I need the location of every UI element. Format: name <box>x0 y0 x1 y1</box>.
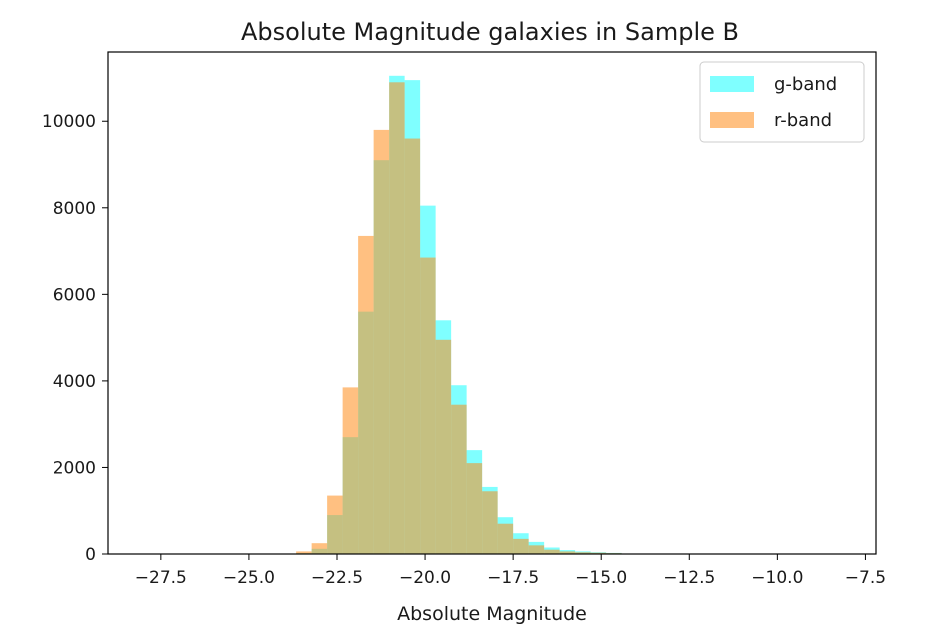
x-tick-label: −27.5 <box>135 568 187 588</box>
x-tick-label: −15.0 <box>575 568 627 588</box>
bar-r-band-11 <box>296 551 312 554</box>
x-tick-label: −22.5 <box>311 568 363 588</box>
bar-r-band-17 <box>389 82 405 555</box>
bar-r-band-15 <box>358 235 374 554</box>
bar-r-band-14 <box>342 387 359 554</box>
series-r-band <box>296 82 638 555</box>
bar-r-band-23 <box>482 491 498 554</box>
bar-r-band-20 <box>435 339 452 554</box>
bar-r-band-27 <box>544 549 560 554</box>
legend: g-band r-band <box>699 61 865 143</box>
histogram-bars <box>296 75 638 555</box>
y-tick-label: 4000 <box>53 372 96 392</box>
y-axis-ticks: 0 2000 4000 6000 8000 10000 <box>42 112 108 565</box>
y-tick-label: 0 <box>85 545 96 565</box>
x-axis-label: Absolute Magnitude <box>397 603 587 625</box>
bar-r-band-21 <box>451 404 467 554</box>
bar-r-band-16 <box>373 129 390 554</box>
bar-r-band-19 <box>420 257 436 554</box>
plot-frame <box>107 51 877 555</box>
legend-label-g-band: g-band <box>774 74 837 95</box>
bar-r-band-29 <box>575 552 591 554</box>
x-tick-label: −25.0 <box>223 568 275 588</box>
bar-r-band-18 <box>404 138 421 554</box>
y-tick-label: 8000 <box>53 199 96 219</box>
bar-r-band-25 <box>513 538 529 554</box>
x-axis-ticks: −27.5 −25.0 −22.5 −20.0 −17.5 −15.0 −12.5 −10.0… <box>135 554 886 588</box>
x-tick-label: −10.0 <box>751 568 803 588</box>
bar-r-band-28 <box>559 551 576 554</box>
x-tick-label: −20.0 <box>399 568 451 588</box>
legend-label-r-band: r-band <box>774 110 832 131</box>
y-tick-label: 6000 <box>53 285 96 305</box>
legend-swatch-g-band <box>710 76 754 92</box>
bar-r-band-12 <box>311 543 328 554</box>
x-tick-label: −17.5 <box>487 568 539 588</box>
chart-title: Absolute Magnitude galaxies in Sample B <box>241 18 739 46</box>
legend-swatch-r-band <box>710 112 754 128</box>
bar-r-band-24 <box>497 523 514 554</box>
bar-r-band-13 <box>327 495 343 554</box>
y-tick-label: 2000 <box>53 458 96 478</box>
x-tick-label: −7.5 <box>845 568 886 588</box>
bar-r-band-22 <box>466 463 483 554</box>
y-tick-label: 10000 <box>42 112 96 132</box>
bar-r-band-30 <box>590 552 607 554</box>
x-tick-label: −12.5 <box>663 568 715 588</box>
bar-r-band-26 <box>528 545 545 554</box>
